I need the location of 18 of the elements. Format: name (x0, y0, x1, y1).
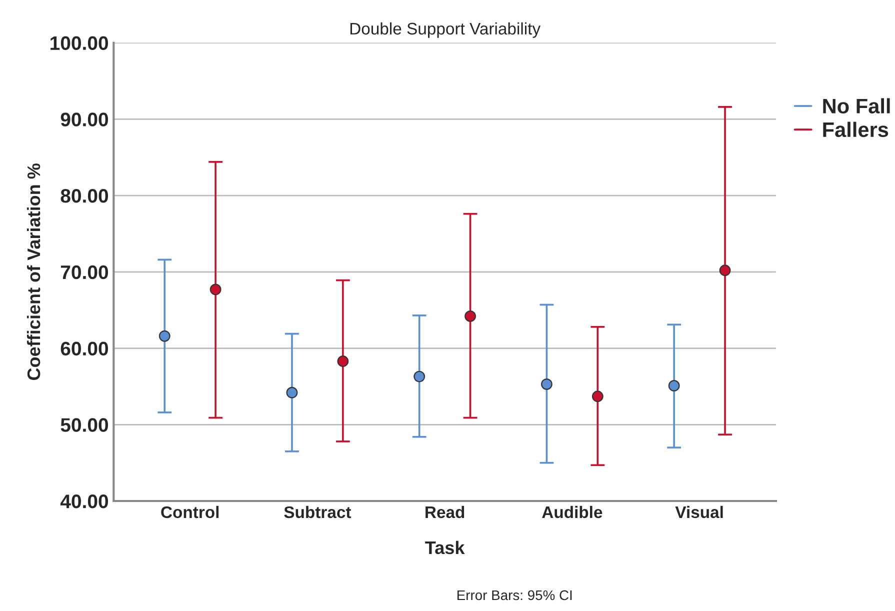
x-tick-label: Visual (675, 506, 723, 518)
y-tick-label: 60.00 (60, 342, 108, 356)
legend-label: Fallers (823, 122, 888, 138)
y-tick-label: 70.00 (60, 265, 108, 280)
text: Error Bars: 95% CI (457, 590, 572, 600)
y-axis-title: Coefficient of Variation % (26, 164, 40, 380)
y-tick-label: 50.00 (60, 418, 108, 432)
chart-title: Double Support Variability (350, 22, 541, 38)
x-tick-label: Subtract (284, 506, 352, 518)
x-tick-label: Read (426, 506, 464, 518)
x-axis-title: Task (425, 540, 465, 554)
y-tick-label: 90.00 (60, 112, 108, 126)
legend-label: No Fall (823, 98, 890, 114)
y-tick-label: 40.00 (60, 494, 108, 508)
y-tick-label: 80.00 (60, 188, 108, 203)
x-tick-label: Control (161, 506, 219, 518)
y-tick-label: 100.00 (50, 36, 108, 50)
x-tick-label: Audible (542, 506, 602, 518)
